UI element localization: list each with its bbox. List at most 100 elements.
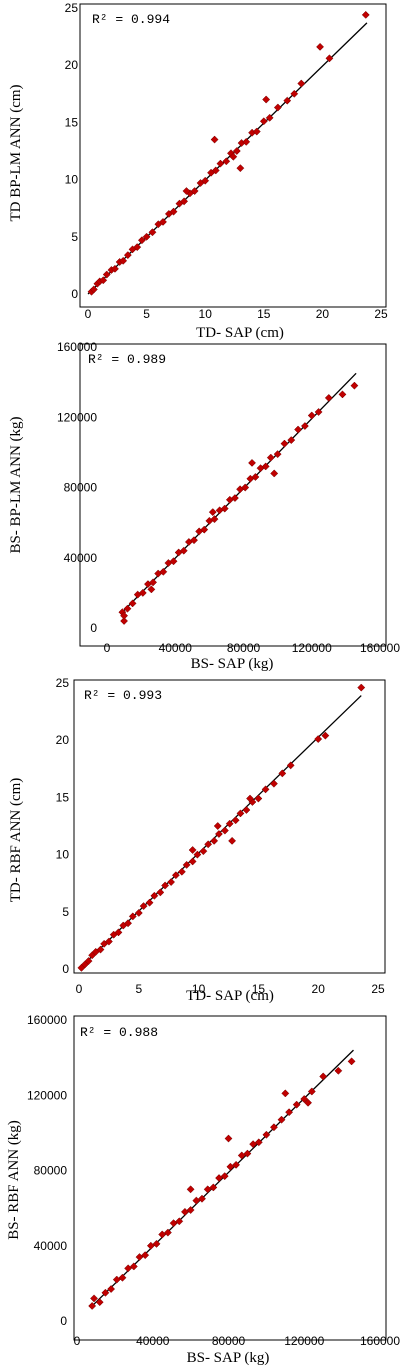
data-point <box>273 103 282 112</box>
data-point <box>262 95 271 104</box>
y-tick-label: 40000 <box>64 551 98 565</box>
data-point <box>294 425 303 434</box>
x-tick-label: 40000 <box>159 641 193 655</box>
data-point <box>159 217 167 226</box>
data-point <box>229 152 238 161</box>
data-point <box>147 585 156 594</box>
data-point <box>145 898 154 907</box>
data-point <box>280 439 289 448</box>
data-point <box>129 1262 138 1271</box>
data-point <box>232 1160 241 1169</box>
data-point <box>99 276 108 285</box>
data-point <box>261 785 270 794</box>
data-point <box>210 836 219 845</box>
data-point <box>249 1140 258 1149</box>
data-point <box>124 1264 133 1273</box>
data-point <box>237 1151 246 1160</box>
data-point <box>89 285 98 294</box>
data-point <box>120 611 129 620</box>
data-point <box>278 769 287 778</box>
data-point <box>273 450 282 459</box>
y-tick-label: 0 <box>90 621 97 635</box>
data-point <box>259 117 268 126</box>
data-point <box>138 588 147 597</box>
data-point <box>84 957 93 965</box>
data-point <box>134 908 143 917</box>
data-point <box>266 453 275 462</box>
y-tick-label: 10 <box>65 173 79 187</box>
data-point <box>307 411 316 420</box>
data-point <box>123 251 132 260</box>
data-point <box>265 113 274 122</box>
data-point <box>209 1183 218 1192</box>
x-tick-label: 40000 <box>136 1334 170 1348</box>
x-axis-title: TD- SAP (cm) <box>186 988 274 1004</box>
data-point <box>210 515 219 524</box>
data-point <box>114 928 123 937</box>
y-tick-label: 120000 <box>27 1088 67 1102</box>
data-point <box>220 504 229 513</box>
data-point <box>169 1219 178 1228</box>
data-point <box>254 1138 263 1147</box>
data-point <box>251 473 260 481</box>
y-tick-label: 5 <box>71 230 78 244</box>
y-tick-label: 40000 <box>34 1239 68 1253</box>
data-point <box>285 1108 294 1117</box>
data-point <box>307 1087 316 1096</box>
data-point <box>254 794 263 803</box>
data-point <box>232 147 241 155</box>
data-point <box>182 187 191 195</box>
data-point <box>158 1230 167 1239</box>
x-tick-label: 15 <box>252 982 266 996</box>
plot-frame <box>79 3 387 308</box>
y-tick-label: 25 <box>65 1 79 15</box>
data-point <box>163 1228 172 1237</box>
data-point <box>198 1194 206 1203</box>
data-point <box>350 381 359 390</box>
data-point <box>190 536 198 545</box>
data-point <box>199 847 208 856</box>
data-point <box>175 1217 184 1226</box>
data-point <box>186 1185 195 1194</box>
data-point <box>314 408 323 416</box>
data-point <box>167 878 176 887</box>
data-point <box>148 228 157 237</box>
data-point <box>139 902 148 911</box>
data-point <box>120 617 129 625</box>
x-axis-title: BS- SAP (kg) <box>191 656 274 672</box>
y-tick-label: 15 <box>65 115 79 129</box>
data-point <box>241 483 250 492</box>
data-point <box>102 270 111 279</box>
data-point <box>215 1174 223 1182</box>
x-tick-label: 5 <box>143 307 150 321</box>
y-tick-label: 0 <box>62 962 69 976</box>
x-axis-title: BS- SAP (kg) <box>187 1350 270 1366</box>
x-tick-label: 0 <box>104 641 111 655</box>
data-point <box>88 1301 97 1310</box>
data-point <box>347 1057 356 1066</box>
tick-labels: 0 40000 80000 120000 160000 0 40000 80000 120000… <box>57 340 400 655</box>
data-point <box>96 945 105 954</box>
plot-frame <box>79 343 387 647</box>
data-point <box>123 604 132 613</box>
x-tick-label: 10 <box>199 307 213 321</box>
data-point <box>188 846 197 854</box>
chart-panel-3: R² = 0.993 TD- RBF ANN (cm) TD- SAP (cm)… <box>8 676 386 1004</box>
data-point <box>297 79 306 88</box>
data-point <box>316 42 325 51</box>
x-tick-label: 80000 <box>212 1334 246 1348</box>
y-tick-label: 15 <box>56 790 70 804</box>
data-point <box>137 236 146 245</box>
x-tick-label: 160000 <box>360 1334 400 1348</box>
data-point <box>226 1162 235 1171</box>
data-point <box>314 735 323 744</box>
data-point <box>201 176 210 185</box>
y-tick-label: 0 <box>71 287 78 301</box>
data-point <box>269 1123 278 1132</box>
y-tick-label: 160000 <box>27 1013 67 1027</box>
y-tick-label: 20 <box>56 733 70 747</box>
x-tick-label: 160000 <box>360 641 400 655</box>
data-point <box>321 731 330 740</box>
x-tick-label: 0 <box>85 307 92 321</box>
data-point <box>111 264 119 273</box>
